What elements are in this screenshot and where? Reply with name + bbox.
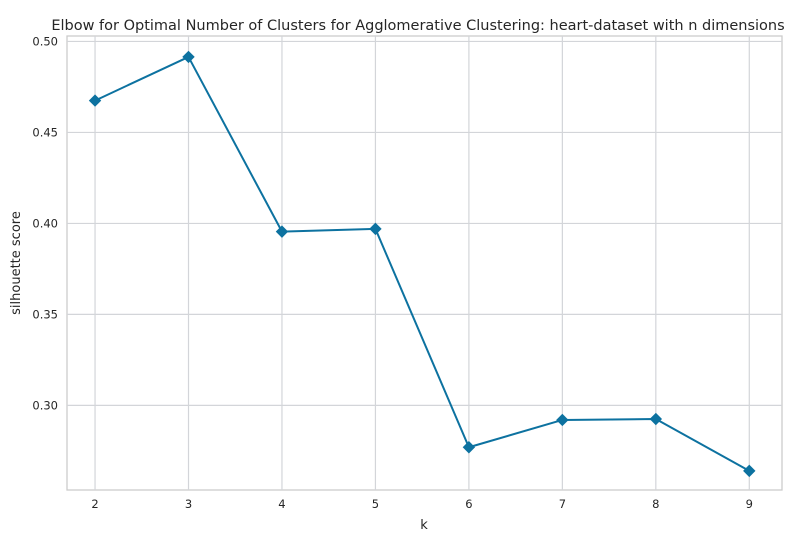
- x-grid: [94, 36, 750, 490]
- x-tick-label: 2: [91, 497, 98, 511]
- series-layer: [88, 50, 756, 478]
- x-tick-label: 6: [465, 497, 472, 511]
- plot-area: [66, 35, 783, 491]
- data-point: [182, 50, 195, 64]
- data-point: [88, 94, 102, 107]
- data-point: [743, 464, 756, 478]
- x-tick-label: 3: [185, 497, 192, 511]
- y-tick-label: 0.30: [32, 398, 58, 412]
- x-tick-label: 7: [559, 497, 566, 511]
- x-tick-label: 9: [746, 497, 753, 511]
- x-tick-label: 5: [372, 497, 379, 511]
- x-tick-labels: 2 3 4 5 6 7 8 9: [91, 497, 753, 511]
- data-point: [649, 412, 663, 426]
- y-tick-labels: 0.30 0.35 0.40 0.45 0.50: [32, 34, 58, 412]
- x-tick-label: 4: [278, 497, 285, 511]
- y-tick-label: 0.50: [32, 34, 58, 48]
- data-point: [275, 225, 289, 238]
- y-tick-label: 0.45: [32, 125, 58, 139]
- chart-title: Elbow for Optimal Number of Clusters for…: [51, 18, 784, 34]
- x-tick-label: 8: [652, 497, 659, 511]
- data-point: [462, 441, 476, 454]
- y-tick-label: 0.40: [32, 216, 58, 230]
- y-axis-label: silhouette score: [9, 211, 24, 315]
- y-grid: [67, 40, 782, 406]
- data-point: [556, 413, 569, 427]
- x-axis-label: k: [420, 518, 428, 533]
- series-line: [94, 55, 750, 472]
- data-point: [369, 222, 382, 236]
- y-tick-label: 0.35: [32, 307, 58, 321]
